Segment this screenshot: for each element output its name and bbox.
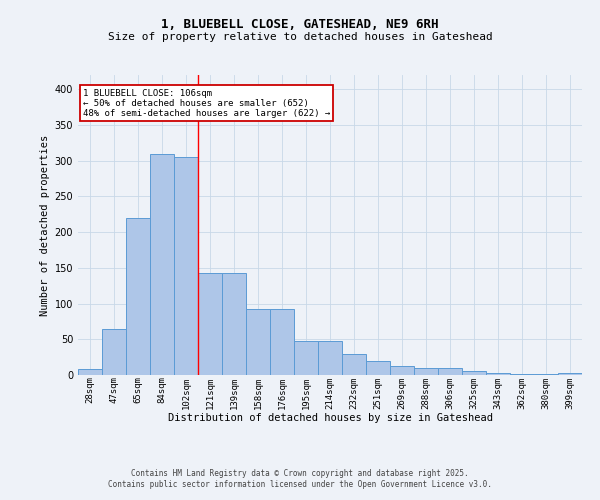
Bar: [486, 373, 510, 375]
Bar: [222, 273, 246, 375]
Bar: [534, 374, 558, 375]
Bar: [366, 360, 390, 375]
Bar: [510, 374, 534, 375]
Bar: [150, 154, 174, 375]
Text: Contains public sector information licensed under the Open Government Licence v3: Contains public sector information licen…: [108, 480, 492, 489]
Bar: [102, 328, 126, 375]
Bar: [294, 340, 318, 375]
Bar: [78, 370, 102, 375]
Bar: [558, 373, 582, 375]
Bar: [246, 308, 270, 375]
Bar: [270, 310, 294, 375]
Bar: [414, 368, 438, 375]
Text: 1, BLUEBELL CLOSE, GATESHEAD, NE9 6RH: 1, BLUEBELL CLOSE, GATESHEAD, NE9 6RH: [161, 18, 439, 30]
Bar: [174, 157, 198, 375]
Bar: [390, 366, 414, 375]
Text: Contains HM Land Registry data © Crown copyright and database right 2025.: Contains HM Land Registry data © Crown c…: [131, 468, 469, 477]
Bar: [198, 273, 222, 375]
X-axis label: Distribution of detached houses by size in Gateshead: Distribution of detached houses by size …: [167, 413, 493, 423]
Bar: [462, 372, 486, 375]
Bar: [318, 340, 342, 375]
Bar: [342, 354, 366, 375]
Bar: [126, 218, 150, 375]
Text: 1 BLUEBELL CLOSE: 106sqm
← 50% of detached houses are smaller (652)
48% of semi-: 1 BLUEBELL CLOSE: 106sqm ← 50% of detach…: [83, 88, 330, 118]
Y-axis label: Number of detached properties: Number of detached properties: [40, 134, 50, 316]
Bar: [438, 368, 462, 375]
Text: Size of property relative to detached houses in Gateshead: Size of property relative to detached ho…: [107, 32, 493, 42]
